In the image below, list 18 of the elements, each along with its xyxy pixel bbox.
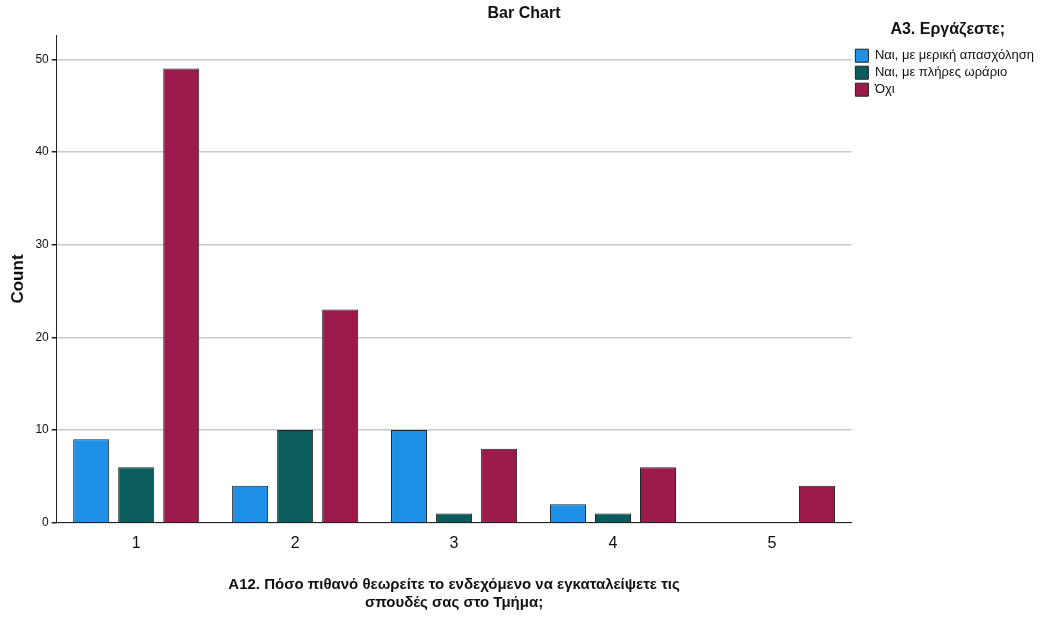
y-tick-label: 40 [35,144,50,159]
x-tick-label: 4 [608,533,618,551]
x-axis-title: A12. Πόσο πιθανό θεωρείτε το ενδεχόμενο να εγκαταλείψετε τις σπουδές σας στο Τμήμα; [228,575,681,611]
y-tick-label: 20 [35,329,50,344]
y-tick-label: 50 [35,51,50,66]
x-tick-label: 3 [449,533,459,551]
x-tick-label: 2 [290,533,300,551]
x-tick-label: 1 [131,533,141,551]
y-tick-label: 10 [35,422,50,437]
chart-title: Bar Chart [487,4,562,22]
legend-title: A3. Εργάζεστε; [890,20,1006,39]
y-axis-title: Count [7,254,27,304]
x-tick-label: 5 [767,533,777,551]
legend-label: Ναι, με μερική απασχόληση [874,47,1035,63]
y-tick-label: 30 [35,237,50,252]
legend-label: Όχι [873,81,895,97]
y-tick-label: 0 [42,515,50,530]
legend-label: Ναι, με πλήρες ωράριο [874,64,1008,80]
